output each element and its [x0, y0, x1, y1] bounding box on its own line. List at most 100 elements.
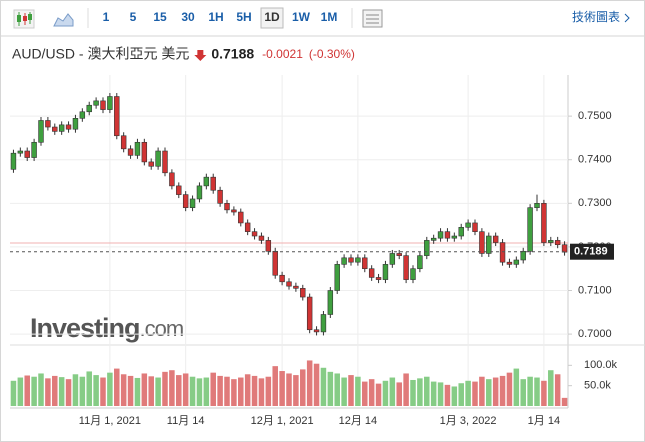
x-tick-label: 1月 3, 2022: [440, 415, 497, 427]
volume-bar: [148, 376, 154, 406]
volume-bar: [486, 379, 492, 406]
area-icon[interactable]: [53, 13, 74, 27]
volume-bar: [541, 380, 547, 406]
candle-body: [93, 100, 99, 106]
candle-body: [31, 141, 37, 158]
candle-body: [127, 148, 134, 156]
candle-body: [189, 198, 196, 208]
interval-button[interactable]: 15: [153, 10, 167, 24]
candle-body: [492, 235, 499, 243]
volume-bar: [155, 377, 161, 406]
candle-body: [38, 120, 44, 143]
candle-body: [272, 250, 278, 276]
candle-body: [45, 120, 51, 128]
candle-body: [417, 255, 423, 270]
volume-bar: [444, 384, 451, 406]
interval-button[interactable]: 1: [103, 10, 110, 24]
candle-body: [327, 290, 334, 315]
volume-bar: [169, 370, 175, 406]
candle-body: [17, 150, 24, 154]
change: -0.0021: [262, 47, 303, 61]
candle-body: [465, 222, 471, 228]
volume-bar: [320, 367, 327, 406]
candle-body: [10, 152, 17, 170]
volume-bar: [189, 376, 196, 406]
interval-button[interactable]: 1W: [292, 10, 311, 24]
candle-body: [561, 244, 568, 253]
candle-body: [424, 240, 430, 256]
tech-chart-link[interactable]: 技術圖表: [572, 10, 620, 24]
chart-title: AUD/USD - 澳大利亞元 美元: [12, 46, 189, 62]
candle-body: [472, 222, 478, 232]
watermark-domain: .com: [140, 316, 184, 341]
candle-body: [368, 268, 375, 278]
interval-button[interactable]: 1H: [208, 10, 223, 24]
volume-bar: [341, 377, 347, 406]
volume-bar: [492, 377, 499, 406]
volume-bar: [527, 376, 533, 406]
candle-body: [458, 226, 464, 237]
indicator-icon[interactable]: [362, 9, 383, 28]
volume-bar: [279, 371, 285, 406]
candle-body: [348, 257, 354, 263]
candle-body: [520, 250, 526, 261]
link-arrow: [624, 13, 630, 23]
candle-body: [52, 126, 58, 132]
volume-bar: [141, 373, 148, 406]
volume-bar: [265, 376, 272, 406]
volume-bar: [465, 380, 471, 406]
active-interval: [260, 7, 284, 29]
volume-bar: [217, 375, 223, 406]
candle-body: [534, 203, 540, 208]
candle-body: [506, 261, 513, 265]
candle-body: [286, 281, 292, 287]
candle-body: [389, 253, 396, 265]
volume-bar: [362, 381, 368, 406]
volume-bar: [313, 363, 320, 406]
volume-bar: [472, 381, 478, 406]
volume-bar: [293, 375, 299, 406]
candle-body: [72, 118, 79, 130]
interval-button[interactable]: 30: [181, 10, 195, 24]
interval-button[interactable]: 1M: [321, 10, 338, 24]
volume-tick-label: 100.0k: [584, 359, 618, 371]
change-pct: (-0.30%): [309, 47, 355, 61]
candle-icon[interactable]: [13, 9, 35, 29]
candle-body: [210, 176, 216, 191]
candle-body: [86, 104, 92, 113]
candle-body: [486, 235, 492, 254]
volume-bar: [382, 380, 389, 406]
volume-bar: [499, 375, 506, 406]
volume-bar: [286, 373, 292, 406]
candle-body: [437, 231, 444, 239]
y-tick-label: 0.7300: [578, 197, 612, 209]
watermark-brand: Investing: [30, 313, 140, 343]
volume-bar: [38, 373, 44, 406]
volume-bar: [58, 377, 65, 406]
volume-bar: [561, 397, 568, 406]
volume-bar: [430, 381, 437, 406]
x-tick-label: 1月 14: [528, 415, 560, 427]
volume-bar: [17, 377, 24, 406]
interval-button[interactable]: 1D: [264, 10, 280, 24]
candle-body: [362, 257, 368, 270]
candle-body: [217, 189, 223, 204]
volume-bar: [396, 382, 402, 406]
candle-body: [396, 253, 402, 256]
volume-bar: [203, 377, 210, 406]
candle-body: [382, 264, 389, 280]
candle-body: [107, 96, 113, 110]
candle-body: [499, 242, 506, 263]
candle-body: [334, 264, 340, 291]
volume-bar: [506, 372, 513, 406]
candle-body: [162, 150, 168, 174]
volume-bar: [210, 372, 216, 406]
volume-bar: [79, 376, 86, 406]
candle-body: [451, 235, 458, 239]
volume-bar: [127, 375, 134, 406]
interval-button[interactable]: 5: [130, 10, 137, 24]
interval-button[interactable]: 5H: [236, 10, 251, 24]
volume-bar: [300, 369, 306, 406]
volume-bar: [534, 377, 540, 406]
candle-body: [320, 314, 327, 333]
